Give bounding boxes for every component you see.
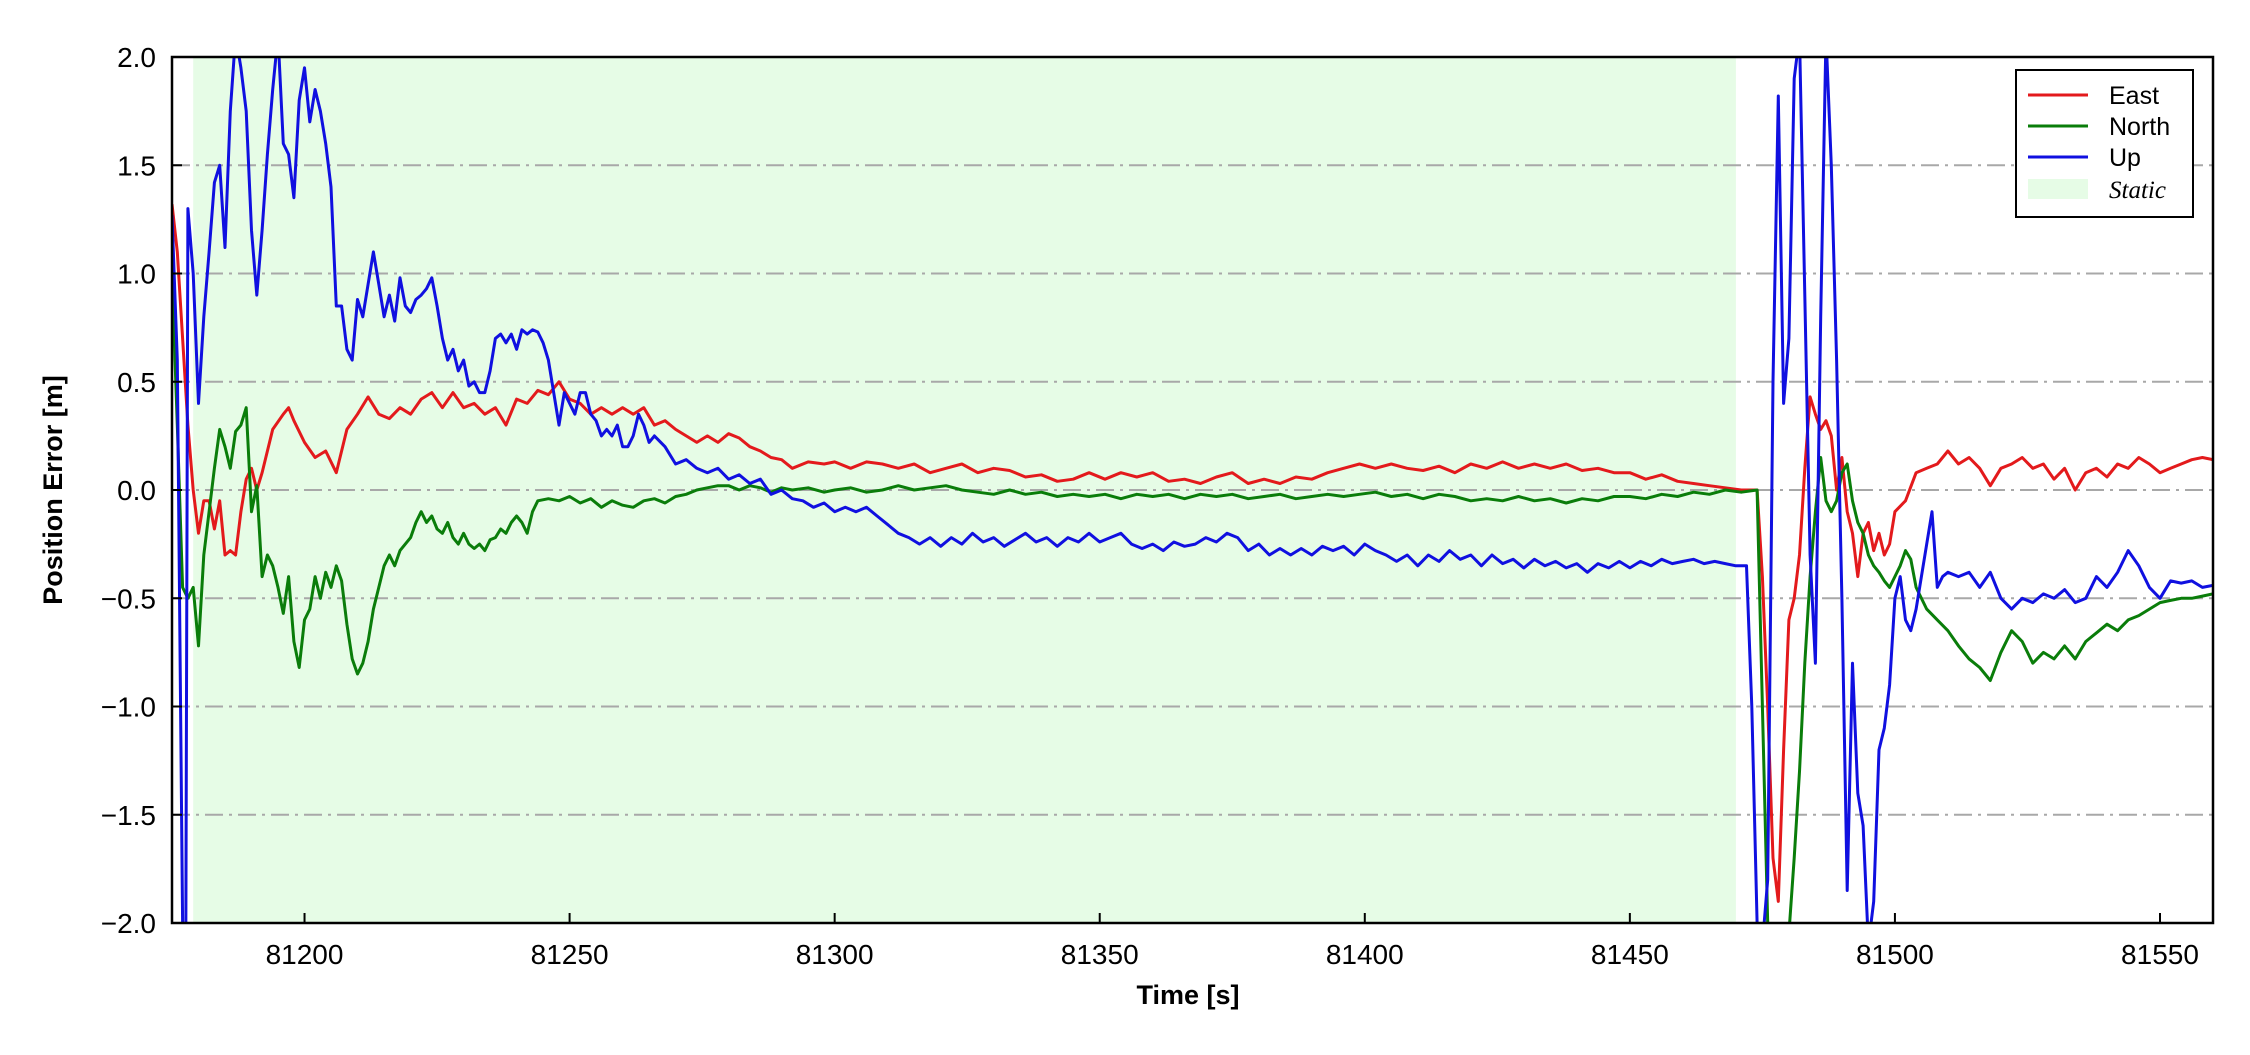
x-tick-label: 81350 — [1061, 939, 1139, 970]
y-tick-label: −2.0 — [101, 908, 156, 939]
grid-lines — [172, 164, 2213, 816]
y-tick-label: −0.5 — [101, 583, 156, 614]
legend-static-label: Static — [2109, 177, 2166, 204]
axes: 81200 81250 81300 81350 81400 81450 81500 81550… — [101, 42, 2215, 970]
x-tick-label: 81400 — [1326, 939, 1404, 970]
legend-east-label: East — [2109, 82, 2159, 110]
y-tick-label: 1.5 — [117, 150, 156, 181]
y-tick-label: 0.0 — [117, 475, 156, 506]
series-line-east — [172, 204, 2213, 903]
x-tick-label: 81300 — [796, 939, 874, 970]
x-tick-label: 81200 — [266, 939, 344, 970]
y-axis-title: Position Error [m] — [38, 375, 68, 605]
x-tick-label: 81500 — [1856, 939, 1934, 970]
x-tick-label: 81450 — [1591, 939, 1669, 970]
legend-static-swatch — [2028, 179, 2088, 199]
series-layer — [172, 57, 2213, 923]
y-tick-label: −1.5 — [101, 800, 156, 831]
y-tick-label: 1.0 — [117, 259, 156, 290]
x-tick-label: 81550 — [2121, 939, 2199, 970]
legend-up-label: Up — [2109, 144, 2141, 172]
series-line-north — [172, 273, 2213, 923]
y-tick-label: −1.0 — [101, 692, 156, 723]
legend-north-label: North — [2109, 113, 2170, 141]
y-tick-label: 2.0 — [117, 42, 156, 73]
x-axis-title: Time [s] — [1136, 980, 1239, 1010]
y-tick-label: 0.5 — [117, 367, 156, 398]
x-tick-label: 81250 — [531, 939, 609, 970]
legend: East North Up Static — [2015, 69, 2194, 218]
series-line-up — [172, 57, 2213, 923]
